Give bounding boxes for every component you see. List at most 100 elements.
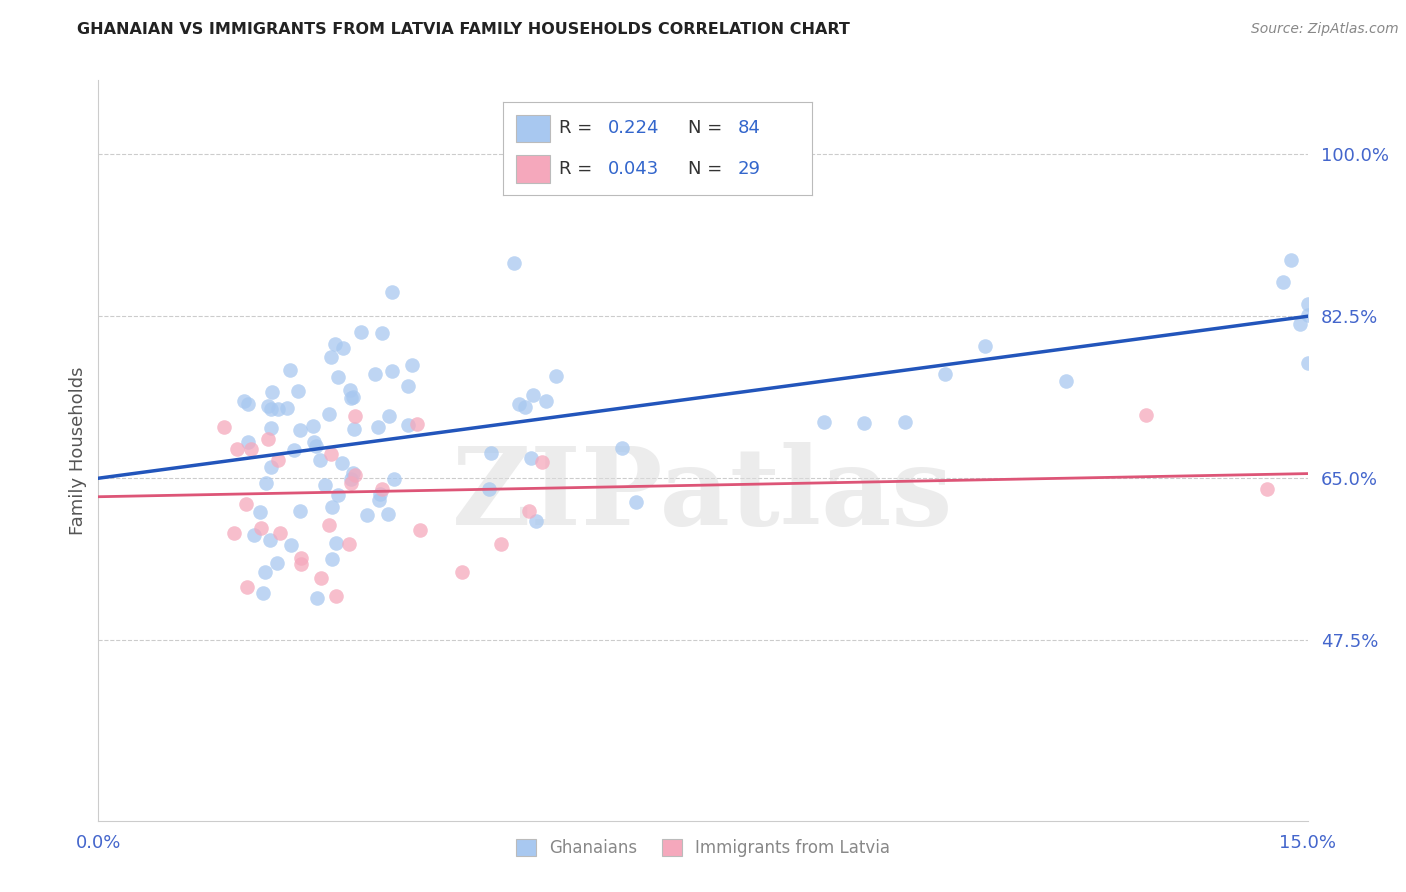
- Point: [368, 493, 391, 508]
- Point: [530, 455, 553, 469]
- Point: [513, 400, 536, 414]
- Point: [260, 421, 283, 435]
- Point: [1281, 253, 1303, 268]
- Point: [377, 508, 399, 522]
- Text: ZIPatlas: ZIPatlas: [453, 442, 953, 548]
- Point: [405, 417, 427, 431]
- Point: [893, 415, 915, 429]
- Point: [325, 589, 347, 603]
- Point: [321, 500, 343, 514]
- Point: [302, 419, 325, 434]
- Point: [378, 409, 401, 424]
- Point: [342, 466, 364, 480]
- Point: [1296, 308, 1319, 322]
- Point: [381, 285, 404, 299]
- Point: [367, 420, 389, 434]
- Point: [235, 497, 257, 511]
- Point: [278, 363, 301, 377]
- Point: [252, 586, 274, 600]
- Y-axis label: Family Households: Family Households: [69, 367, 87, 534]
- Point: [1288, 318, 1310, 332]
- Point: [370, 482, 392, 496]
- Point: [314, 478, 336, 492]
- Point: [321, 351, 343, 365]
- Point: [290, 504, 312, 518]
- Point: [232, 394, 254, 409]
- Point: [517, 503, 540, 517]
- Point: [381, 364, 404, 378]
- Point: [288, 423, 311, 437]
- Point: [524, 515, 547, 529]
- Point: [450, 565, 472, 579]
- Point: [534, 394, 557, 409]
- Point: [321, 552, 343, 566]
- Point: [1272, 275, 1295, 289]
- Point: [283, 443, 305, 458]
- Point: [610, 441, 633, 455]
- Point: [398, 418, 420, 433]
- Point: [323, 336, 346, 351]
- Point: [340, 476, 363, 491]
- Point: [287, 384, 309, 399]
- Point: [1256, 482, 1278, 496]
- Point: [326, 370, 349, 384]
- Text: GHANAIAN VS IMMIGRANTS FROM LATVIA FAMILY HOUSEHOLDS CORRELATION CHART: GHANAIAN VS IMMIGRANTS FROM LATVIA FAMIL…: [77, 22, 851, 37]
- Point: [502, 256, 524, 270]
- Point: [305, 439, 328, 453]
- Point: [491, 537, 513, 551]
- Point: [267, 402, 290, 417]
- Point: [626, 495, 648, 509]
- Point: [342, 390, 364, 404]
- Point: [254, 475, 277, 490]
- Legend: Ghanaians, Immigrants from Latvia: Ghanaians, Immigrants from Latvia: [509, 832, 897, 864]
- Point: [326, 488, 349, 502]
- Point: [260, 460, 283, 475]
- Point: [236, 397, 259, 411]
- Point: [371, 326, 394, 341]
- Point: [1296, 356, 1319, 370]
- Point: [409, 524, 432, 538]
- Point: [1054, 374, 1077, 388]
- Point: [339, 384, 361, 398]
- Point: [479, 446, 502, 460]
- Point: [974, 339, 997, 353]
- Point: [269, 525, 291, 540]
- Point: [1135, 408, 1157, 422]
- Point: [370, 487, 392, 501]
- Point: [934, 368, 956, 382]
- Point: [478, 482, 501, 496]
- Point: [519, 450, 541, 465]
- Point: [249, 521, 271, 535]
- Point: [508, 397, 530, 411]
- Point: [280, 538, 302, 552]
- Point: [337, 537, 360, 551]
- Point: [249, 505, 271, 519]
- Point: [321, 447, 343, 461]
- Point: [340, 391, 363, 405]
- Point: [239, 442, 262, 457]
- Point: [332, 341, 354, 355]
- Point: [257, 432, 280, 446]
- Point: [290, 557, 312, 571]
- Point: [522, 388, 544, 402]
- Point: [318, 518, 340, 533]
- Point: [212, 420, 235, 434]
- Point: [267, 452, 290, 467]
- Point: [401, 358, 423, 372]
- Point: [325, 535, 347, 549]
- Point: [343, 467, 366, 482]
- Point: [318, 407, 340, 421]
- Point: [356, 508, 378, 522]
- Point: [382, 472, 405, 486]
- Point: [262, 385, 284, 400]
- Point: [332, 456, 354, 470]
- Point: [1296, 297, 1319, 311]
- Point: [236, 434, 259, 449]
- Point: [302, 434, 325, 449]
- Point: [260, 401, 283, 416]
- Point: [236, 580, 259, 594]
- Point: [290, 551, 312, 566]
- Point: [546, 369, 568, 384]
- Point: [364, 368, 387, 382]
- Point: [309, 571, 332, 585]
